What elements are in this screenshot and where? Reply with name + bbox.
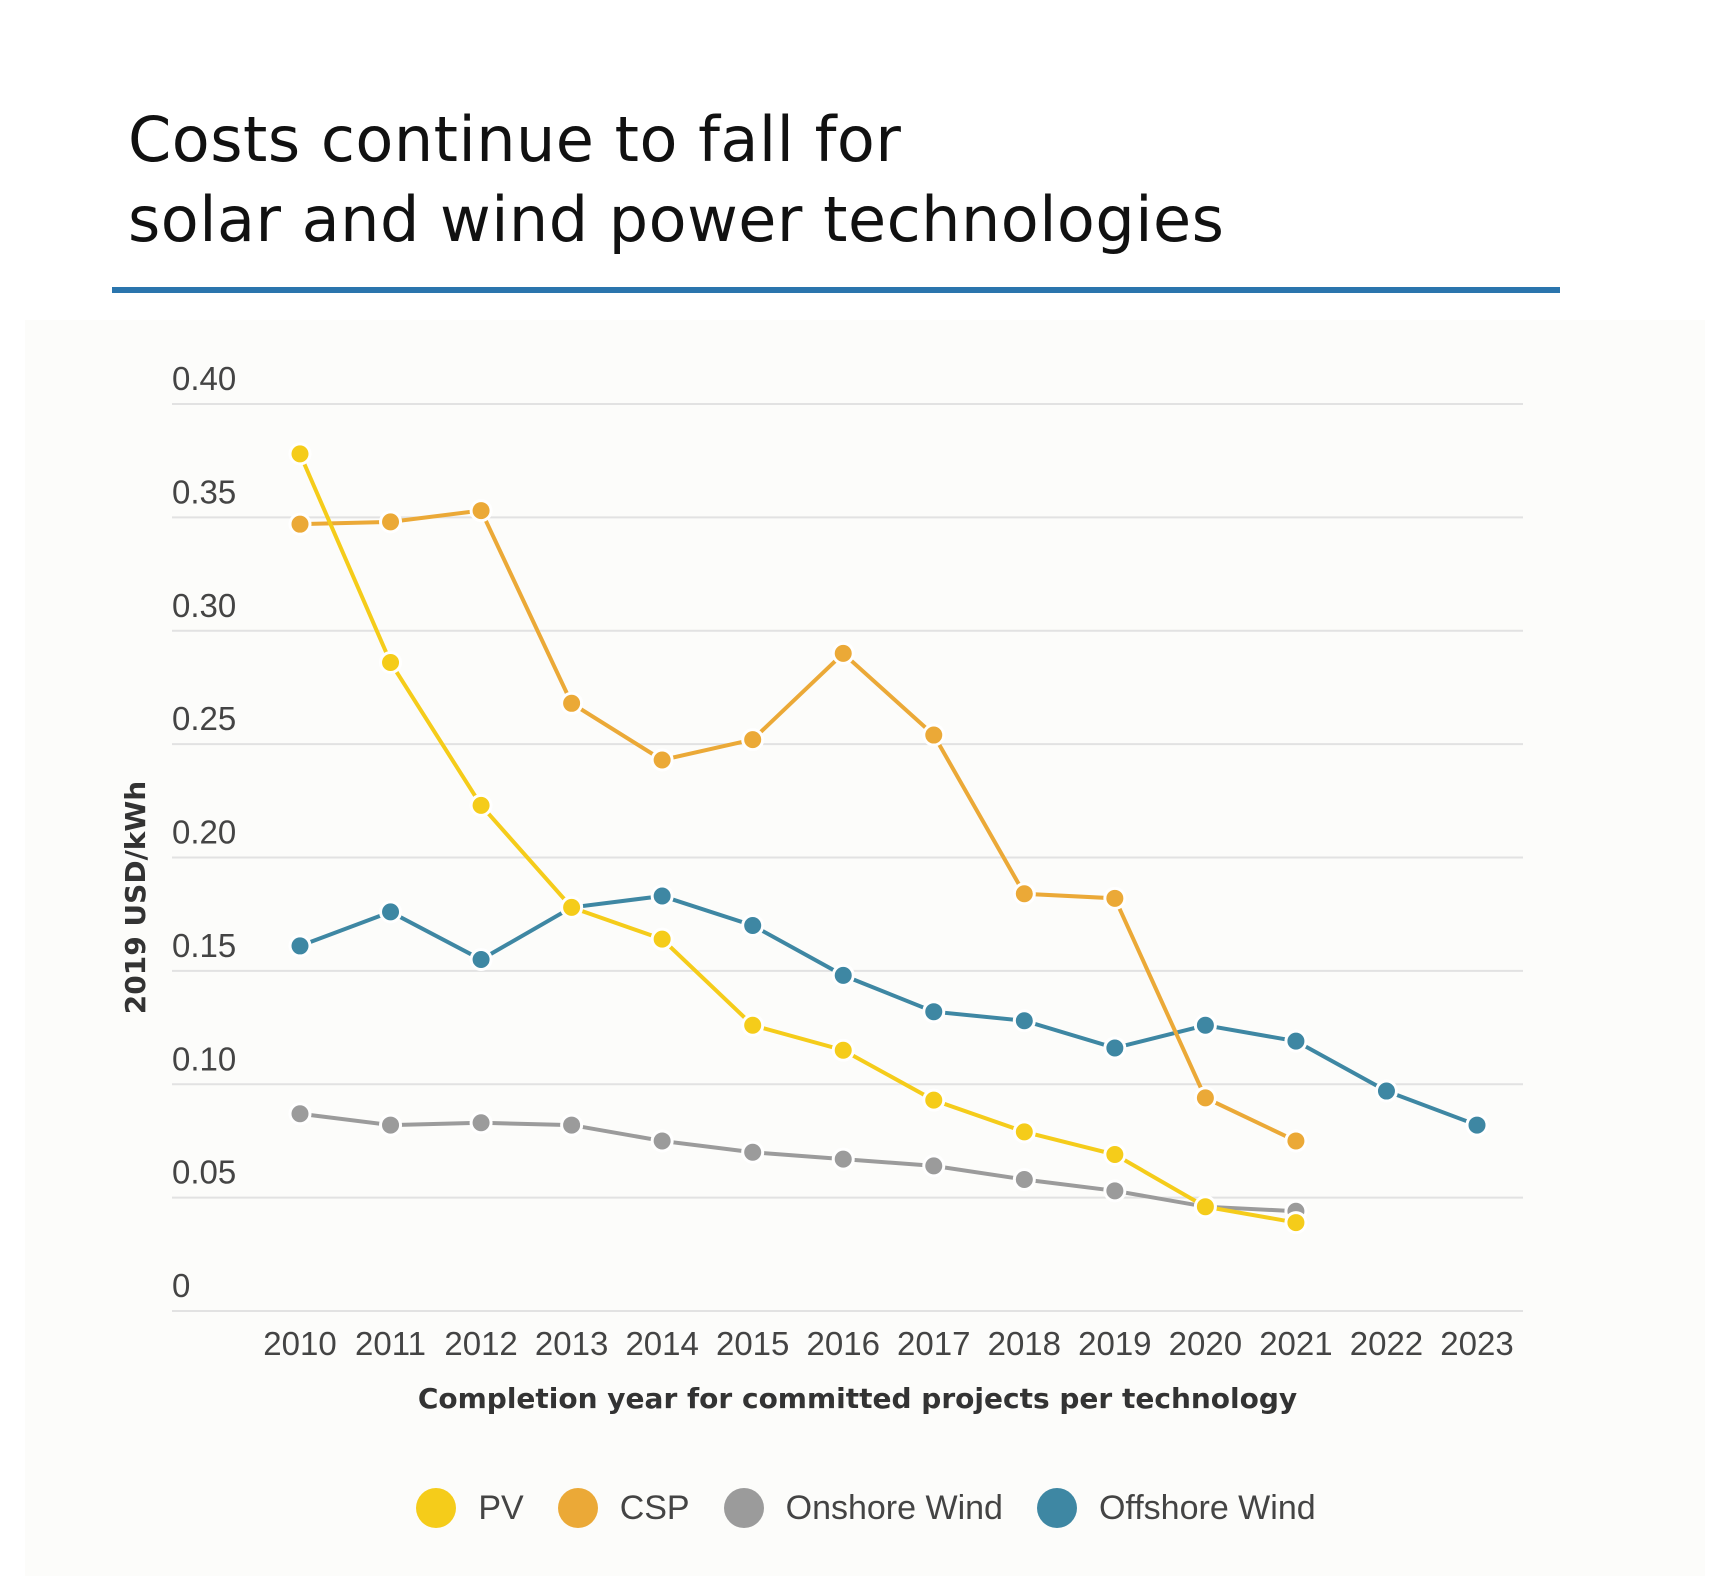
- x-tick-label: 2013: [535, 1325, 608, 1362]
- data-point-pv: [831, 1038, 855, 1062]
- x-tick-label: 2011: [355, 1325, 426, 1362]
- data-point-csp: [469, 499, 493, 523]
- x-tick-label: 2018: [988, 1325, 1061, 1362]
- legend-swatch: [416, 1488, 457, 1528]
- legend-swatch: [557, 1488, 598, 1528]
- data-point-onshore-wind: [1103, 1179, 1127, 1203]
- data-point-pv: [1103, 1143, 1127, 1167]
- data-point-pv: [1284, 1211, 1308, 1235]
- legend-label: PV: [478, 1488, 524, 1527]
- y-axis-label: 2019 USD/kWh: [119, 781, 152, 1015]
- series-line-csp: [299, 508, 1297, 1143]
- data-point-onshore-wind: [922, 1154, 946, 1178]
- title-line-2: solar and wind power technologies: [128, 183, 1225, 256]
- data-point-onshore-wind: [741, 1140, 765, 1164]
- legend-swatch: [723, 1488, 764, 1528]
- data-point-pv: [1012, 1120, 1036, 1144]
- data-point-offshore-wind: [1193, 1013, 1217, 1037]
- legend: PV CSP Onshore Wind Offshore Wind: [0, 1488, 1732, 1528]
- data-point-offshore-wind: [1374, 1079, 1398, 1103]
- data-point-csp: [831, 641, 855, 665]
- legend-item-onshore-wind: Onshore Wind: [723, 1488, 1003, 1528]
- data-point-pv: [741, 1013, 765, 1037]
- data-point-csp: [288, 512, 312, 536]
- x-tick-label: 2017: [897, 1325, 970, 1362]
- data-point-offshore-wind: [741, 914, 765, 938]
- data-point-offshore-wind: [1465, 1113, 1489, 1137]
- x-tick-label: 2015: [716, 1325, 789, 1362]
- y-tick-label: 0.10: [172, 1040, 236, 1077]
- data-point-offshore-wind: [1284, 1029, 1308, 1053]
- data-point-offshore-wind: [379, 900, 403, 924]
- data-point-pv: [650, 927, 674, 951]
- x-axis-label: Completion year for committed projects p…: [418, 1382, 1297, 1415]
- data-point-offshore-wind: [650, 884, 674, 908]
- data-point-csp: [1284, 1129, 1308, 1153]
- legend-label: Offshore Wind: [1098, 1488, 1316, 1527]
- x-tick-label: 2023: [1440, 1325, 1513, 1362]
- chart-title: Costs continue to fall for solar and win…: [128, 100, 1224, 260]
- data-point-pv: [288, 442, 312, 466]
- data-point-onshore-wind: [469, 1111, 493, 1135]
- data-point-pv: [1193, 1195, 1217, 1219]
- y-tick-label: 0.40: [172, 360, 236, 397]
- data-point-offshore-wind: [1103, 1036, 1127, 1060]
- x-tick-label: 2012: [444, 1325, 517, 1362]
- data-point-offshore-wind: [922, 1000, 946, 1024]
- data-point-pv: [469, 793, 493, 817]
- data-point-offshore-wind: [1012, 1009, 1036, 1033]
- data-point-csp: [741, 728, 765, 752]
- y-tick-label: 0.25: [172, 700, 236, 737]
- series-line-offshore-wind: [299, 894, 1478, 1127]
- legend-item-pv: PV: [416, 1488, 524, 1528]
- y-tick-label: 0: [172, 1267, 190, 1304]
- data-point-csp: [650, 748, 674, 772]
- series-line-onshore-wind: [299, 1111, 1297, 1214]
- data-point-pv: [560, 895, 584, 919]
- title-line-1: Costs continue to fall for: [128, 103, 902, 176]
- y-tick-label: 0.15: [172, 927, 236, 964]
- legend-item-csp: CSP: [557, 1488, 690, 1528]
- data-point-offshore-wind: [288, 934, 312, 958]
- series-line-pv: [298, 453, 1297, 1225]
- title-divider: [112, 287, 1560, 293]
- data-point-csp: [560, 691, 584, 715]
- x-tick-label: 2010: [263, 1325, 336, 1362]
- data-point-offshore-wind: [469, 948, 493, 972]
- data-point-onshore-wind: [560, 1113, 584, 1137]
- x-tick-label: 2022: [1350, 1325, 1423, 1362]
- y-tick-label: 0.30: [172, 587, 236, 624]
- data-point-csp: [1012, 882, 1036, 906]
- y-tick-label: 0.05: [172, 1154, 236, 1191]
- data-point-csp: [379, 510, 403, 534]
- legend-swatch: [1036, 1488, 1077, 1528]
- data-point-csp: [922, 723, 946, 747]
- y-tick-label: 0.35: [172, 473, 236, 510]
- data-point-onshore-wind: [831, 1147, 855, 1171]
- legend-item-offshore-wind: Offshore Wind: [1036, 1488, 1316, 1528]
- y-tick-label: 0.20: [172, 814, 236, 851]
- data-point-csp: [1193, 1086, 1217, 1110]
- legend-label: CSP: [619, 1488, 690, 1527]
- data-point-pv: [379, 650, 403, 674]
- data-point-offshore-wind: [831, 963, 855, 987]
- legend-label: Onshore Wind: [785, 1488, 1003, 1527]
- x-tick-label: 2016: [807, 1325, 880, 1362]
- x-tick-label: 2014: [625, 1325, 698, 1362]
- data-point-onshore-wind: [379, 1113, 403, 1137]
- data-point-csp: [1103, 886, 1127, 910]
- x-tick-label: 2019: [1078, 1325, 1151, 1362]
- data-point-onshore-wind: [288, 1102, 312, 1126]
- x-tick-label: 2021: [1259, 1325, 1332, 1362]
- x-tick-label: 2020: [1169, 1325, 1242, 1362]
- data-point-onshore-wind: [650, 1129, 674, 1153]
- data-point-onshore-wind: [1012, 1167, 1036, 1191]
- data-point-pv: [922, 1088, 946, 1112]
